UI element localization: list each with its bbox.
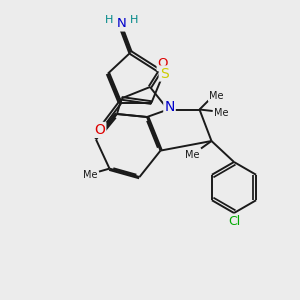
Text: H: H — [130, 15, 138, 25]
Text: Me: Me — [83, 169, 97, 180]
Text: Me: Me — [209, 91, 223, 101]
Text: S: S — [160, 67, 169, 80]
Text: N: N — [164, 100, 175, 114]
Text: Cl: Cl — [228, 215, 240, 228]
Text: Me: Me — [214, 107, 228, 118]
Text: Me: Me — [185, 149, 199, 160]
Text: O: O — [158, 57, 168, 70]
Text: O: O — [94, 123, 105, 137]
Text: H: H — [105, 15, 113, 25]
Text: N: N — [117, 17, 126, 31]
